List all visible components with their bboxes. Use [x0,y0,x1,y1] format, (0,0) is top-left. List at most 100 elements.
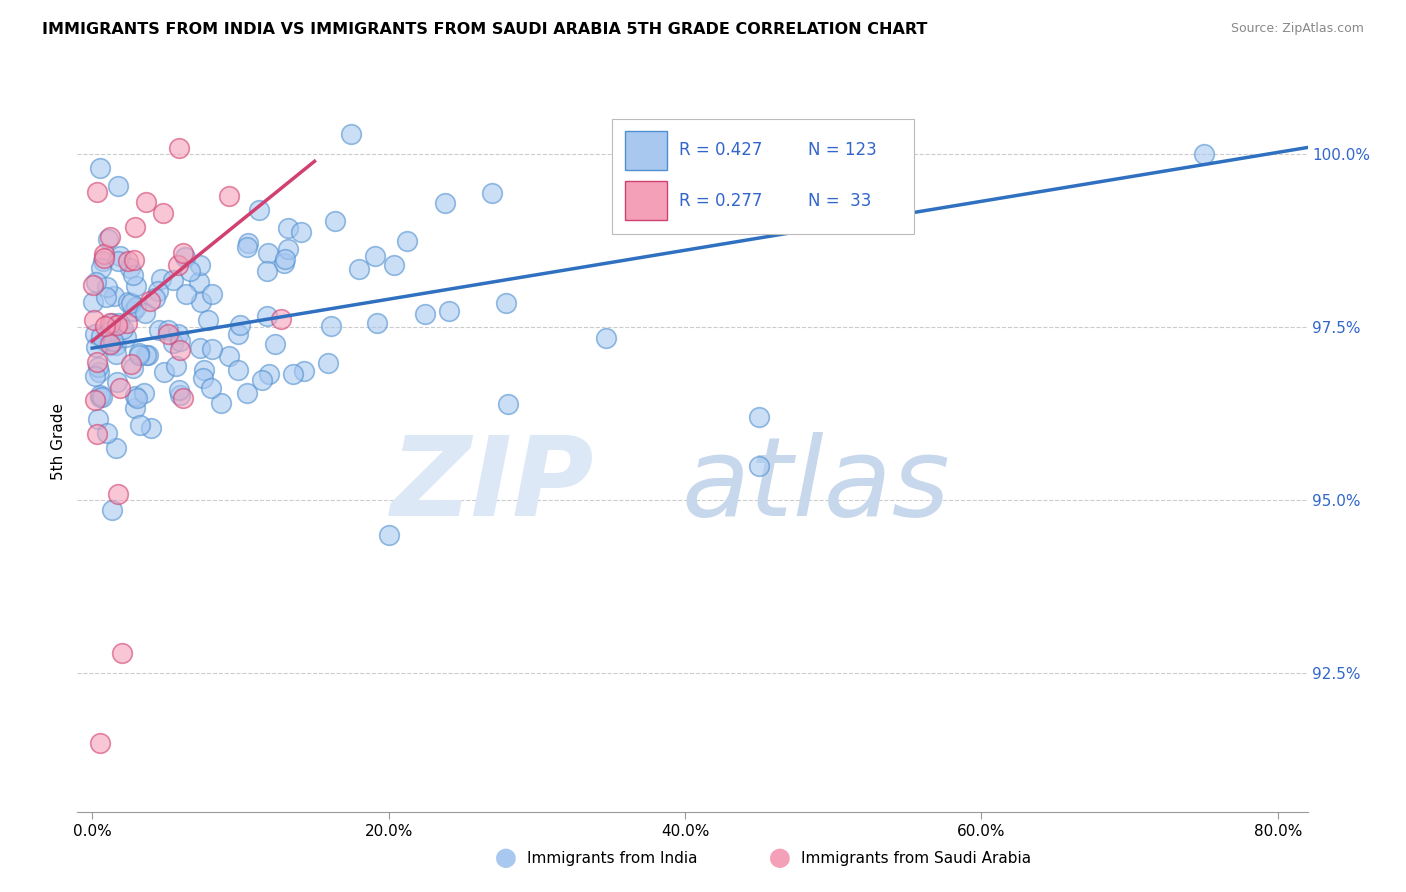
Point [120,296,142,310]
Point [135,348,157,362]
Point [437,304,460,318]
Point [190,294,212,309]
Point [121,268,143,283]
Point [290,225,312,239]
Point [162,273,184,287]
Point [165,359,187,373]
Point [277,221,299,235]
Point [139,421,162,435]
Point [83,312,105,326]
Point [120,357,142,371]
Point [122,361,145,376]
Point [148,324,170,338]
Point [107,487,129,501]
Point [98,336,121,351]
Point [319,319,342,334]
Point [226,326,249,341]
Point [87,411,110,425]
Point [281,367,304,381]
Point [174,286,197,301]
Point [201,343,224,357]
Text: Immigrants from Saudi Arabia: Immigrants from Saudi Arabia [801,851,1032,865]
Point [148,284,170,298]
Point [115,316,138,330]
Point [118,260,141,275]
Point [136,348,159,362]
Point [209,395,232,409]
Point [197,312,219,326]
Point [105,442,128,456]
Point [101,316,124,330]
Point [257,367,280,381]
Point [89,735,111,749]
Point [125,300,148,314]
Point [174,250,197,264]
Point [125,279,148,293]
Point [292,364,315,378]
Point [98,324,121,338]
Point [111,646,134,660]
Point [173,246,195,260]
Point [595,330,617,344]
Point [229,318,252,333]
Point [748,458,770,473]
Point [124,401,146,415]
Point [90,260,112,275]
Point [395,234,418,248]
Point [270,311,292,326]
Point [124,389,146,403]
Point [236,240,259,254]
Point [157,326,180,341]
Point [143,291,166,305]
Point [82,277,104,292]
Point [277,242,299,256]
Point [263,336,285,351]
Point [166,259,188,273]
Point [89,388,111,402]
Point [83,392,105,407]
Point [236,385,259,400]
Point [98,230,121,244]
Point [340,128,363,142]
Point [316,355,339,369]
Point [190,341,212,355]
Point [91,254,114,268]
Point [128,348,150,362]
Point [481,186,503,201]
Point [325,214,347,228]
Point [193,363,215,377]
Point [347,261,370,276]
Point [187,276,209,290]
Point [86,185,108,199]
Point [384,258,406,272]
Point [169,343,191,357]
Point [162,336,184,351]
Point [134,386,156,401]
Point [117,294,139,309]
Point [84,340,107,354]
Point [115,329,138,343]
Point [111,321,134,335]
Point [218,349,240,363]
Point [117,254,139,268]
Point [188,258,211,272]
Point [377,528,399,542]
Point [107,316,129,330]
Point [101,334,124,349]
Point [238,235,260,250]
Point [156,322,179,336]
Point [90,328,112,343]
Point [96,280,118,294]
Point [1192,147,1215,161]
Point [84,276,107,290]
Text: ⬤: ⬤ [769,848,792,868]
Text: ZIP: ZIP [391,433,595,540]
Point [124,220,146,235]
Text: Source: ZipAtlas.com: Source: ZipAtlas.com [1230,22,1364,36]
Point [363,250,385,264]
Point [83,327,105,342]
Point [413,308,436,322]
Point [107,254,129,268]
Point [93,247,115,261]
Point [200,381,222,395]
